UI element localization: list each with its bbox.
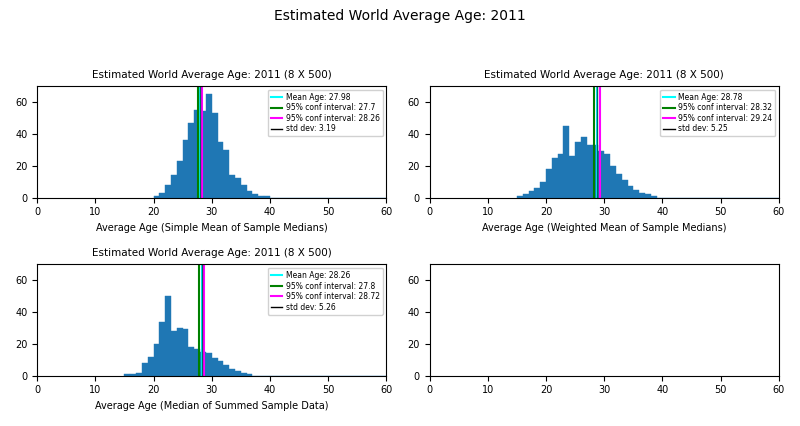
Bar: [142, 363, 148, 376]
Bar: [593, 145, 598, 198]
Bar: [610, 166, 616, 198]
Legend: Mean Age: 28.78, 95% conf interval: 28.32, 95% conf interval: 29.24, std dev: 5.: Mean Age: 28.78, 95% conf interval: 28.3…: [660, 90, 775, 136]
Title: Estimated World Average Age: 2011 (8 X 500): Estimated World Average Age: 2011 (8 X 5…: [92, 69, 332, 80]
Bar: [218, 361, 223, 376]
Bar: [194, 348, 200, 376]
Legend: Mean Age: 27.98, 95% conf interval: 27.7, 95% conf interval: 28.26, std dev: 3.1: Mean Age: 27.98, 95% conf interval: 27.7…: [268, 90, 382, 136]
Bar: [223, 365, 230, 376]
Bar: [563, 126, 570, 198]
Bar: [604, 155, 610, 198]
Bar: [627, 186, 634, 198]
Legend: Mean Age: 28.26, 95% conf interval: 27.8, 95% conf interval: 28.72, std dev: 5.2: Mean Age: 28.26, 95% conf interval: 27.8…: [268, 268, 382, 315]
Bar: [165, 296, 171, 376]
Bar: [258, 196, 264, 198]
Bar: [529, 191, 534, 198]
Bar: [246, 191, 253, 198]
Bar: [253, 194, 258, 198]
Bar: [177, 161, 182, 198]
Bar: [212, 113, 218, 198]
Bar: [125, 374, 130, 376]
Bar: [241, 185, 246, 198]
Bar: [136, 372, 142, 376]
Bar: [189, 123, 194, 198]
Bar: [639, 193, 645, 198]
Bar: [634, 190, 639, 198]
X-axis label: Average Age (Weighted Mean of Sample Medians): Average Age (Weighted Mean of Sample Med…: [482, 223, 726, 233]
Bar: [235, 371, 241, 376]
Bar: [182, 140, 189, 198]
Title: Estimated World Average Age: 2011 (8 X 500): Estimated World Average Age: 2011 (8 X 5…: [484, 69, 724, 80]
Bar: [206, 354, 212, 376]
Bar: [522, 194, 529, 198]
Bar: [165, 185, 171, 198]
Bar: [171, 175, 177, 198]
Bar: [598, 151, 604, 198]
X-axis label: Average Age (Median of Summed Sample Data): Average Age (Median of Summed Sample Dat…: [95, 401, 329, 411]
Bar: [246, 374, 253, 376]
Bar: [200, 352, 206, 376]
Text: Estimated World Average Age: 2011: Estimated World Average Age: 2011: [274, 9, 526, 23]
Bar: [517, 196, 522, 198]
Bar: [586, 145, 593, 198]
Bar: [177, 328, 182, 376]
Bar: [570, 156, 575, 198]
Bar: [194, 110, 200, 198]
Bar: [159, 193, 165, 198]
Bar: [651, 196, 657, 198]
Bar: [235, 178, 241, 198]
Bar: [622, 180, 627, 198]
Bar: [575, 142, 581, 198]
Bar: [212, 358, 218, 376]
Bar: [645, 194, 651, 198]
Bar: [264, 196, 270, 198]
Bar: [200, 112, 206, 198]
Bar: [171, 331, 177, 376]
Bar: [540, 181, 546, 198]
Title: Estimated World Average Age: 2011 (8 X 500): Estimated World Average Age: 2011 (8 X 5…: [92, 248, 332, 258]
Bar: [159, 322, 165, 376]
Bar: [230, 175, 235, 198]
Bar: [130, 374, 136, 376]
Bar: [189, 347, 194, 376]
Bar: [154, 344, 159, 376]
Bar: [581, 137, 586, 198]
Bar: [552, 158, 558, 198]
Bar: [616, 173, 622, 198]
Bar: [182, 329, 189, 376]
Bar: [223, 150, 230, 198]
Bar: [534, 188, 540, 198]
Bar: [546, 169, 552, 198]
Bar: [206, 94, 212, 198]
Bar: [148, 357, 154, 376]
Bar: [558, 155, 563, 198]
Bar: [230, 369, 235, 376]
Bar: [154, 196, 159, 198]
Bar: [241, 372, 246, 376]
X-axis label: Average Age (Simple Mean of Sample Medians): Average Age (Simple Mean of Sample Media…: [96, 223, 328, 233]
Bar: [218, 142, 223, 198]
